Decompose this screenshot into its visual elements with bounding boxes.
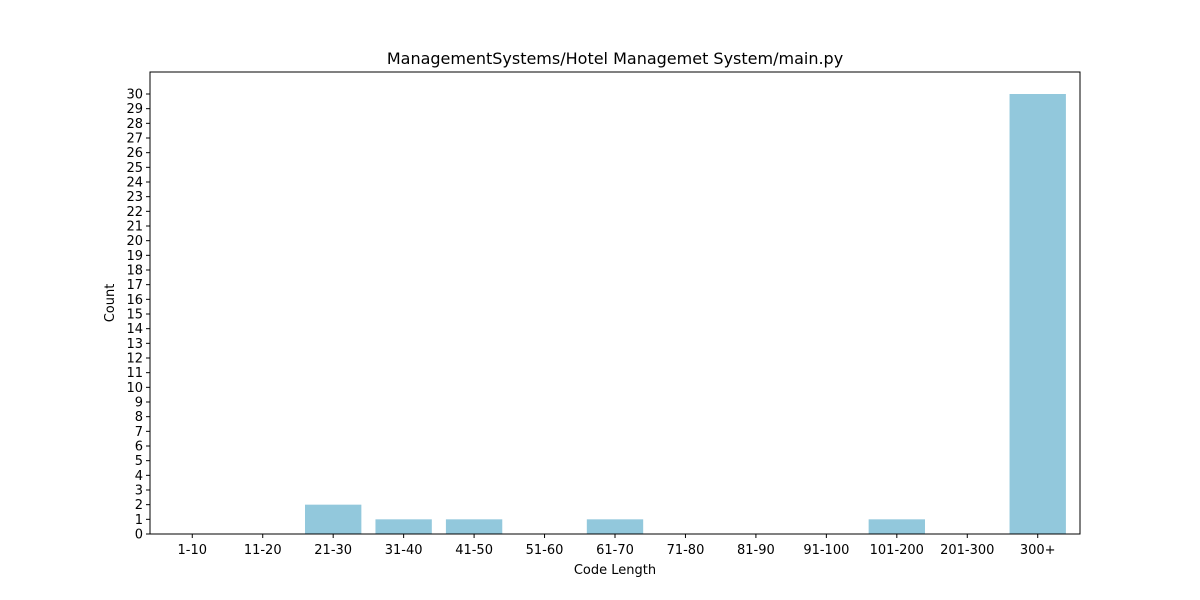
y-tick-label: 11: [126, 366, 143, 381]
y-tick-label: 10: [126, 381, 143, 396]
x-tick-label: 71-80: [667, 543, 705, 558]
plot-frame: [149, 71, 1081, 535]
y-tick-label: 26: [126, 146, 143, 161]
y-tick-label: 7: [135, 425, 143, 440]
y-tick-label: 8: [135, 410, 143, 425]
y-tick-label: 16: [126, 293, 143, 308]
x-tick-label: 201-300: [940, 543, 994, 558]
bar-300+: [1009, 94, 1066, 534]
y-axis-ticks: 0123456789101112131415161718192021222324…: [126, 88, 150, 543]
y-tick-label: 29: [126, 102, 143, 117]
x-tick-label: 31-40: [385, 543, 423, 558]
bar-101-200: [868, 519, 925, 534]
y-tick-label: 9: [135, 396, 143, 411]
y-tick-label: 17: [126, 278, 143, 293]
y-axis-label: Count: [103, 284, 118, 323]
y-tick-label: 20: [126, 234, 143, 249]
y-tick-label: 1: [135, 513, 143, 528]
y-tick-label: 19: [126, 249, 143, 264]
y-tick-label: 15: [126, 308, 143, 323]
y-tick-label: 28: [126, 117, 143, 132]
y-tick-label: 5: [135, 454, 143, 469]
x-tick-label: 21-30: [314, 543, 352, 558]
y-tick-label: 18: [126, 264, 143, 279]
y-tick-label: 4: [135, 469, 143, 484]
bar-31-40: [375, 519, 432, 534]
y-tick-label: 23: [126, 190, 143, 205]
y-tick-label: 0: [135, 528, 143, 543]
y-tick-label: 22: [126, 205, 143, 220]
bar-21-30: [305, 504, 362, 534]
bar-41-50: [445, 519, 503, 534]
x-tick-label: 101-200: [870, 543, 924, 558]
y-tick-label: 21: [126, 220, 143, 235]
x-tick-label: 61-70: [596, 543, 634, 558]
x-tick-label: 1-10: [178, 543, 208, 558]
bars-layer: [305, 94, 1066, 534]
bar-61-70: [586, 519, 644, 534]
chart-title: ManagementSystems/Hotel Managemet System…: [387, 49, 843, 68]
y-tick-label: 6: [135, 440, 143, 455]
x-tick-label: 91-100: [803, 543, 849, 558]
y-tick-label: 2: [135, 498, 143, 513]
y-tick-label: 25: [126, 161, 143, 176]
y-tick-label: 12: [126, 352, 143, 367]
y-tick-label: 14: [126, 322, 143, 337]
x-tick-label: 81-90: [737, 543, 775, 558]
y-tick-label: 3: [135, 484, 143, 499]
x-tick-label: 300+: [1020, 543, 1056, 558]
y-tick-label: 13: [126, 337, 143, 352]
x-tick-label: 11-20: [244, 543, 282, 558]
x-tick-label: 41-50: [455, 543, 493, 558]
y-tick-label: 24: [126, 176, 143, 191]
x-tick-label: 51-60: [526, 543, 564, 558]
y-tick-label: 30: [126, 88, 143, 103]
y-tick-label: 27: [126, 132, 143, 147]
x-axis-label: Code Length: [574, 563, 656, 578]
x-axis-ticks: 1-10 11-20 21-30 31-40 41-50 51-60 61-70 71-80 8…: [178, 534, 1056, 558]
